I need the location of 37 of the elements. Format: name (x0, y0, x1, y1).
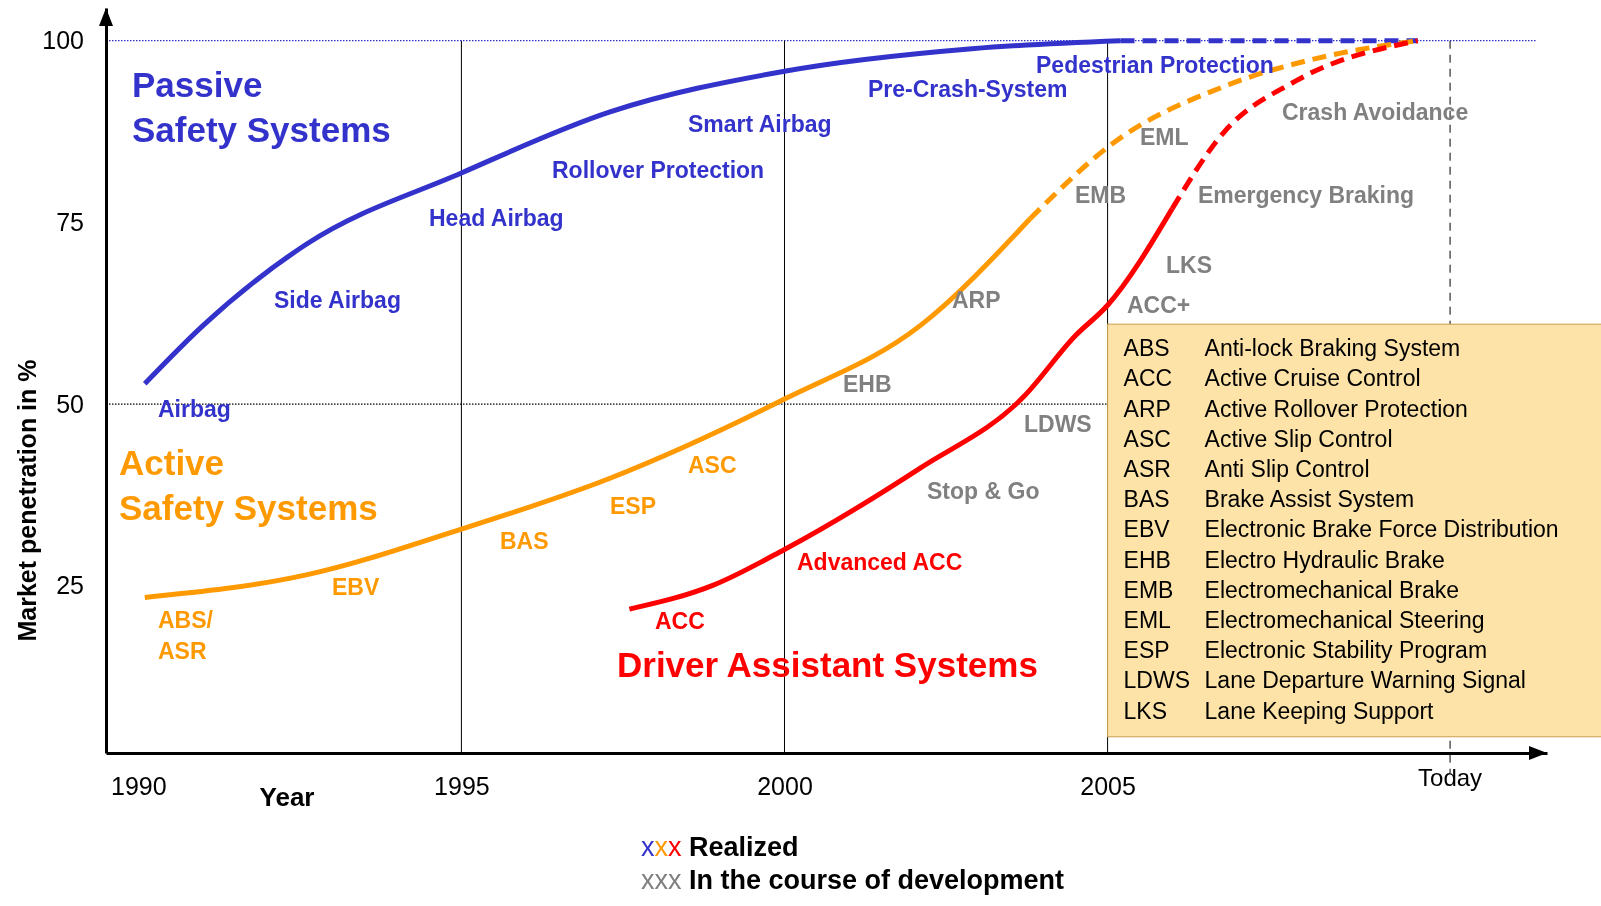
annotation: EML (1140, 124, 1189, 150)
annotation: ABS/ ASR (158, 607, 214, 664)
annotation: ACC (655, 608, 705, 634)
annotation: Crash Avoidance (1282, 99, 1469, 125)
annotation: LKS (1166, 252, 1212, 278)
annotation: Advanced ACC (797, 549, 963, 575)
text: xxx Realized (641, 832, 799, 862)
annotation: Side Airbag (274, 287, 401, 313)
annotation: Active Safety Systems (119, 443, 378, 527)
y-tick-label: 25 (56, 571, 84, 600)
annotation: ARP (952, 287, 1001, 313)
annotation: ESP (610, 493, 657, 519)
y-tick-label: 50 (56, 389, 84, 418)
ref-line-label: Today (1418, 764, 1483, 791)
y-tick-label: 100 (42, 26, 84, 55)
x-tick-label: 2005 (1080, 771, 1136, 800)
annotation: Rollover Protection (552, 157, 765, 183)
text: xxx In the course of development (641, 865, 1065, 895)
annotation: BAS (500, 528, 549, 554)
x-axis-title: Year (259, 782, 315, 812)
x-tick-label: 1995 (434, 771, 490, 800)
annotation: Airbag (158, 396, 231, 422)
annotation: ASC (688, 452, 737, 478)
glossary-box: ABS Anti-lock Braking System ACC Active Cruise Control ARP Active Rollover Protection ASC Active Slip Control ASR Anti Slip Control BAS Brake Assist System EBV Electronic Brake Force Distribution EHB Electro Hydraulic Brake EMB Electromechanical Brake EML Electromechanical Steering ESP Electronic Stability Program LDWS Lane Departure Warning Signal LKS Lane Keeping Support (1107, 323, 1601, 738)
annotation: LDWS (1024, 411, 1092, 437)
annotation: EBV (332, 574, 380, 600)
x-tick-label: 1990 (111, 771, 167, 800)
y-tick-label: 75 (56, 207, 84, 236)
x-tick-label: 2000 (757, 771, 813, 800)
y-axis-title: Market penetration in % (13, 359, 41, 642)
annotation: Passive Safety Systems (132, 65, 391, 149)
annotation: EHB (843, 371, 892, 397)
annotation: Emergency Braking (1198, 182, 1415, 208)
annotation: Pre-Crash-System (868, 76, 1068, 102)
annotation: Stop & Go (927, 478, 1040, 504)
annotation: ACC+ (1127, 292, 1191, 318)
annotation: LDWS Lane Departure Warning Signal (1123, 667, 1526, 694)
